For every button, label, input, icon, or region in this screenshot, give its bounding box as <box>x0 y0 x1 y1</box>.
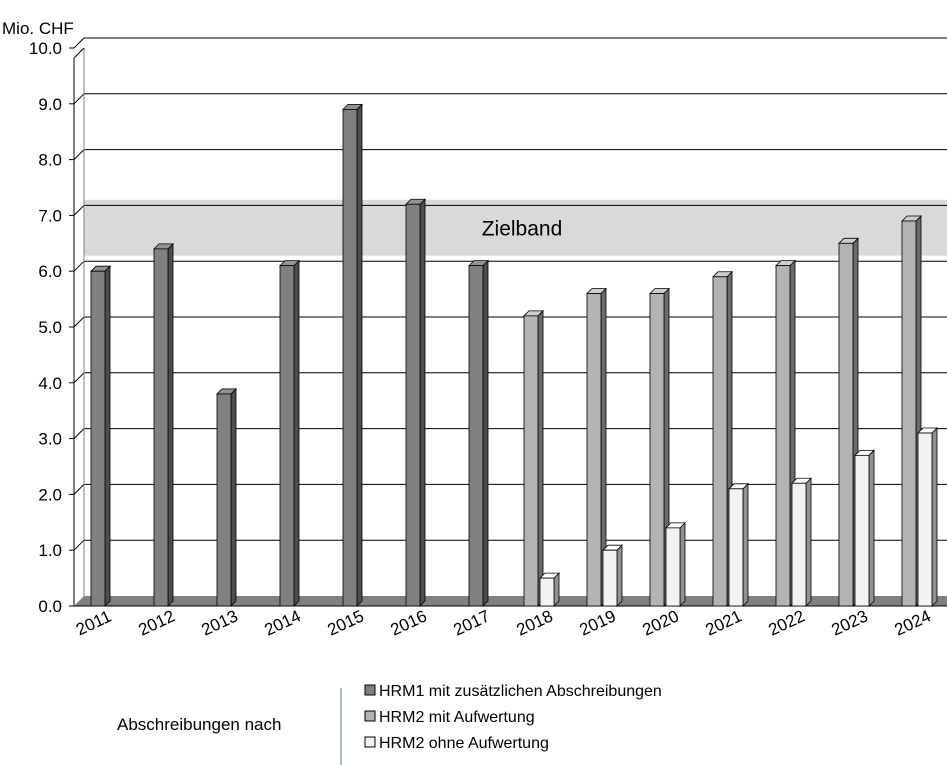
y-tick-label: 4.0 <box>38 374 62 393</box>
x-tick-label: 2017 <box>451 606 493 639</box>
x-tick-label: 2018 <box>514 606 556 639</box>
x-tick-label: 2014 <box>262 606 304 639</box>
y-tick-label: 3.0 <box>38 430 62 449</box>
legend-label: HRM2 mit Aufwertung <box>379 709 535 726</box>
bar-2017-0 <box>468 265 484 607</box>
bar-side <box>104 265 111 607</box>
bar-2014-0 <box>279 265 295 607</box>
gridline-diagonal <box>73 149 85 160</box>
target-band-label: Zielband <box>482 218 563 241</box>
bar-2023-2 <box>854 454 870 607</box>
x-tick-label: 2021 <box>703 606 745 639</box>
bar-2012-0 <box>153 248 169 607</box>
legend-title: Abschreibungen nach <box>117 715 281 734</box>
y-tick-label: 7.0 <box>38 206 62 225</box>
bar-side <box>931 427 938 607</box>
x-tick-label: 2011 <box>73 607 114 640</box>
bar-side <box>805 477 812 607</box>
gridlines <box>73 37 947 551</box>
x-tick-labels: 2011 2012 2013 2014 2015 2016 2017 2018 2019 2020… <box>73 606 934 639</box>
gridline-diagonal <box>73 428 85 439</box>
bar-2013-0 <box>216 393 232 607</box>
legend: Abschreibungen nach HRM1 mit zusätzliche… <box>117 683 662 765</box>
bars <box>90 103 938 607</box>
gridline-diagonal <box>73 260 85 272</box>
bar-2016-0 <box>405 203 421 607</box>
target-band: Zielband <box>84 199 947 256</box>
y-tick-label: 0.0 <box>38 597 62 616</box>
bar-side <box>482 259 489 607</box>
target-band-rect <box>84 199 947 256</box>
bar-2022-2 <box>791 482 807 607</box>
y-tick-label: 5.0 <box>38 318 62 337</box>
gridline-diagonal <box>73 37 85 49</box>
y-unit-label: Mio. CHF <box>2 19 74 38</box>
bar-2019-1 <box>586 293 602 607</box>
gridline-diagonal <box>73 93 85 105</box>
x-tick-label: 2023 <box>829 606 871 639</box>
bar-side <box>742 482 749 607</box>
x-tick-label: 2013 <box>199 606 241 639</box>
legend-label: HRM1 mit zusätzlichen Abschreibungen <box>379 683 662 700</box>
y-tick-label: 6.0 <box>38 262 62 281</box>
y-tick-label: 9.0 <box>38 95 62 114</box>
legend-swatch <box>364 710 376 722</box>
x-tick-label: 2015 <box>325 606 367 639</box>
bar-side <box>167 242 174 607</box>
bar-side <box>616 544 623 607</box>
bar-2015-0 <box>342 108 358 607</box>
y-axis-top <box>73 47 85 59</box>
x-tick-label: 2022 <box>766 606 808 639</box>
bar-side <box>356 103 363 607</box>
bar-side <box>679 521 686 607</box>
bar-2024-1 <box>901 220 917 607</box>
bar-2019-2 <box>602 549 618 607</box>
bar-2024-2 <box>917 432 933 607</box>
bar-2018-2 <box>539 577 555 607</box>
bar-2020-2 <box>665 527 681 607</box>
gridline-diagonal <box>73 205 85 216</box>
gridline-diagonal <box>73 372 85 384</box>
x-tick-label: 2012 <box>136 606 178 639</box>
x-tick-label: 2019 <box>577 606 619 639</box>
legend-label: HRM2 ohne Aufwertung <box>379 735 549 752</box>
bar-side <box>553 572 560 607</box>
bar-2021-1 <box>712 276 728 607</box>
x-tick-label: 2020 <box>640 606 682 639</box>
bar-2011-0 <box>90 270 106 607</box>
bar-2021-2 <box>728 488 744 607</box>
bar-side <box>419 198 426 607</box>
y-tick-label: 2.0 <box>38 485 62 504</box>
bar-2023-1 <box>838 242 854 607</box>
gridline-diagonal <box>73 539 85 551</box>
legend-swatch <box>364 684 376 696</box>
legend-swatch <box>364 736 376 748</box>
x-tick-label: 2024 <box>892 606 934 639</box>
gridline-diagonal <box>73 484 85 495</box>
bar-side <box>537 309 544 607</box>
bar-2022-1 <box>775 265 791 607</box>
chart-floor <box>74 596 947 606</box>
y-tick-label: 10.0 <box>29 39 62 58</box>
y-tick-label: 1.0 <box>38 541 62 560</box>
gridline-diagonal <box>73 316 85 328</box>
bar-2018-1 <box>523 315 539 607</box>
bar-side <box>293 259 300 607</box>
y-tick-label: 8.0 <box>38 151 62 170</box>
bar-side <box>868 449 875 607</box>
bar-side <box>230 387 237 607</box>
bar-2020-1 <box>649 293 665 607</box>
x-tick-label: 2016 <box>388 606 430 639</box>
